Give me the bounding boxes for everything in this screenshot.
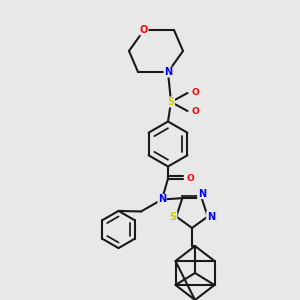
Text: S: S — [170, 212, 177, 222]
Text: N: N — [198, 189, 206, 199]
Text: O: O — [140, 25, 148, 35]
Text: O: O — [191, 106, 199, 116]
Text: O: O — [191, 88, 199, 98]
Text: N: N — [164, 67, 172, 77]
Text: O: O — [187, 174, 194, 183]
Text: N: N — [158, 194, 166, 205]
Text: N: N — [207, 212, 215, 222]
Text: S: S — [167, 97, 175, 107]
